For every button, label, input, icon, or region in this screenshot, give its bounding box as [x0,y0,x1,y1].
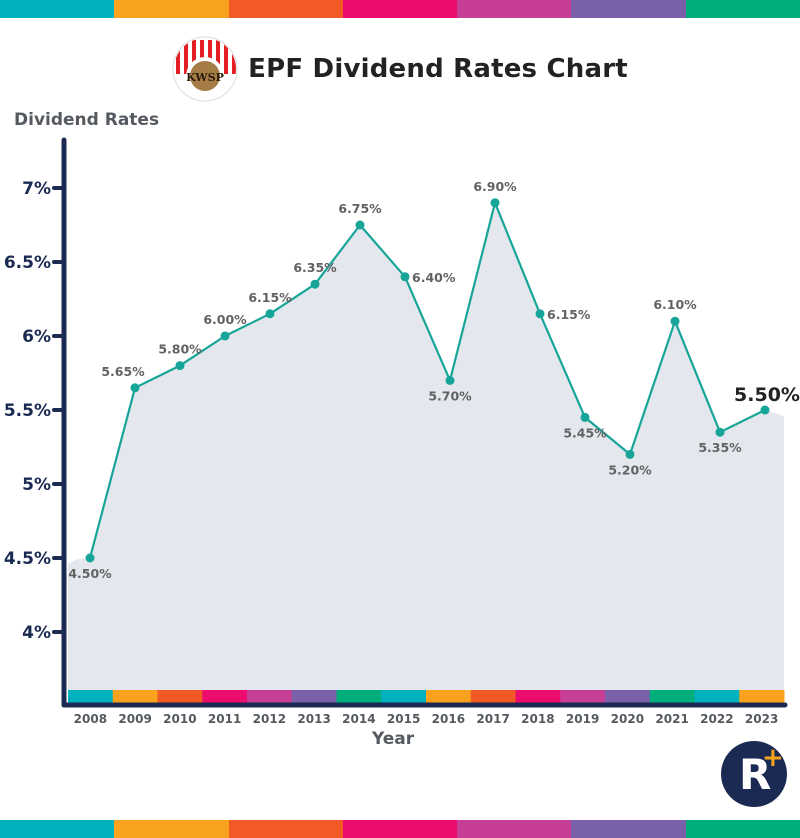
year-band-2010 [157,690,203,703]
x-tick-label: 2022 [700,712,733,726]
stripe-segment [571,0,686,18]
x-tick-label: 2023 [745,712,778,726]
year-band-2012 [247,690,293,703]
data-point-2011 [220,331,230,341]
brand-logo: R + [721,741,787,807]
data-point-2010 [175,361,185,371]
series-line [88,201,766,559]
data-label-2018: 6.15% [547,307,591,322]
data-label-2015: 6.40% [412,270,456,285]
stripe-segment [571,820,686,838]
svg-text:KWSP: KWSP [186,71,224,84]
data-label-2023: 5.50% [734,384,800,406]
data-point-2022 [715,427,725,437]
kwsp-logo-icon: KWSP [172,36,238,102]
top-color-stripe [0,0,800,18]
data-label-2014: 6.75% [338,201,382,216]
x-tick-label: 2013 [297,712,330,726]
y-tick-label: 5% [22,475,51,495]
data-label-2017: 6.90% [473,179,517,194]
y-axis-title: Dividend Rates [14,110,160,130]
header: KWSP EPF Dividend Rates Chart [0,36,800,102]
y-tick-label: 7% [22,179,51,199]
year-band-2014 [336,690,382,703]
data-point-2019 [580,412,590,422]
year-band-2020 [605,690,651,703]
year-band-2019 [560,690,606,703]
x-tick-label: 2010 [163,712,196,726]
data-label-2016: 5.70% [428,388,472,403]
y-tick-label: 4% [22,623,51,643]
x-tick-label: 2021 [655,712,688,726]
x-tick-label: 2012 [253,712,286,726]
data-label-2010: 5.80% [158,342,202,357]
y-tick-label: 6.5% [4,253,51,273]
x-tick-label: 2016 [432,712,465,726]
year-band-2009 [112,690,158,703]
data-point-2020 [625,449,635,459]
data-point-2018 [535,309,545,319]
data-label-2013: 6.35% [293,260,337,275]
x-tick-label: 2019 [566,712,599,726]
data-point-2014 [355,220,365,230]
plus-icon: + [762,743,784,773]
stripe-segment [114,820,229,838]
stripe-segment [114,0,229,18]
stripe-segment [228,820,343,838]
data-label-2012: 6.15% [248,290,292,305]
data-label-2008: 4.50% [68,566,112,581]
data-point-2012 [265,309,275,319]
data-point-2008 [85,553,95,563]
stripe-segment [228,0,343,18]
data-label-2022: 5.35% [698,440,742,455]
x-tick-label: 2018 [521,712,554,726]
year-band-2018 [515,690,561,703]
data-point-2015 [400,272,410,282]
year-band-2011 [202,690,248,703]
data-point-2017 [490,198,500,208]
data-point-2009 [130,383,140,393]
y-tick-label: 6% [22,327,51,347]
stripe-segment [685,820,800,838]
year-band-2015 [381,690,427,703]
data-point-2021 [670,316,680,326]
stripe-segment [342,820,458,838]
year-band-2013 [291,690,337,703]
data-label-2009: 5.65% [101,364,145,379]
stripe-segment [0,0,115,18]
data-label-2011: 6.00% [203,312,247,327]
y-tick-label: 4.5% [4,549,51,569]
stripe-segment [342,0,458,18]
year-band-2016 [426,690,472,703]
data-label-2020: 5.20% [608,462,652,477]
stripe-segment [457,0,572,18]
stripe-segment [457,820,572,838]
x-axis-title: Year [372,729,415,749]
x-tick-label: 2011 [208,712,241,726]
x-tick-label: 2020 [611,712,644,726]
x-tick-label: 2008 [74,712,107,726]
year-band-2021 [649,690,695,703]
brand-letter: R [739,750,772,799]
chart-title: EPF Dividend Rates Chart [248,54,628,84]
data-label-2021: 6.10% [653,297,697,312]
x-tick-label: 2014 [342,712,375,726]
data-point-2013 [310,279,320,289]
x-tick-label: 2009 [118,712,151,726]
stripe-segment [0,820,115,838]
area-fill [68,202,784,691]
year-band-2008 [68,690,114,703]
stripe-segment [685,0,800,18]
year-band-2017 [470,690,516,703]
y-tick-label: 5.5% [4,401,51,421]
x-tick-label: 2017 [476,712,509,726]
bottom-color-stripe [0,820,800,838]
year-band-2023 [739,690,785,703]
data-label-2019: 5.45% [563,425,607,440]
year-band-2022 [694,690,740,703]
data-point-2016 [445,375,455,385]
x-tick-label: 2015 [387,712,420,726]
data-point-2023 [760,405,770,415]
